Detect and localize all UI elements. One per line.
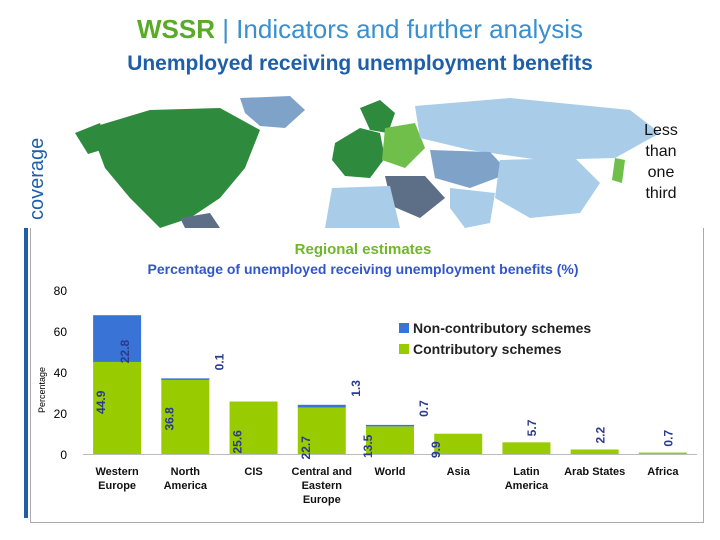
bar-non-contributory xyxy=(297,404,346,408)
data-label-contributory: 2.2 xyxy=(593,426,607,443)
data-label-non-contributory: 22.8 xyxy=(118,340,132,364)
data-label-contributory: 9.9 xyxy=(429,441,443,458)
legend-swatch xyxy=(399,344,409,354)
y-tick-label: 80 xyxy=(54,284,68,298)
map-note-line: one xyxy=(647,164,675,181)
x-axis: Western Europe North America CIS Central and E… xyxy=(96,466,680,506)
data-label-contributory: 0.7 xyxy=(661,430,675,447)
x-tick-label: Africa xyxy=(647,466,679,478)
x-tick-label: Arab States xyxy=(564,466,625,478)
legend-swatch xyxy=(399,323,409,333)
data-label-contributory: 36.8 xyxy=(162,407,176,431)
x-tick-label: World xyxy=(375,466,406,478)
y-tick-label: 20 xyxy=(54,407,68,421)
x-tick-label-line: Europe xyxy=(303,494,341,506)
x-tick-label: Central and Eastern Europe xyxy=(292,466,353,506)
bar-contributory xyxy=(297,407,346,454)
brand-label: WSSR xyxy=(136,14,215,44)
bar-non-contributory xyxy=(161,378,210,380)
bar-contributory xyxy=(570,449,619,454)
bar-contributory xyxy=(434,433,483,454)
map-region-greenland xyxy=(240,96,305,128)
map-region-russia xyxy=(415,98,660,160)
map-note-line: than xyxy=(645,143,677,160)
title-text: Indicators and further analysis xyxy=(236,14,584,44)
x-tick-label-line: Eastern xyxy=(302,480,343,492)
bar-contributory xyxy=(161,378,210,454)
data-label-contributory: 13.5 xyxy=(361,434,375,458)
slide-subtitle: Unemployed receiving unemployment benefi… xyxy=(127,52,593,75)
map-note-line: third xyxy=(645,185,677,202)
x-tick-label-line: Latin xyxy=(513,466,540,478)
x-tick-label: Latin America xyxy=(505,466,549,492)
map-region-china xyxy=(495,158,600,218)
map-region-middle-east xyxy=(385,176,445,218)
chart-title: Regional estimates xyxy=(295,241,432,258)
map-note: Less than one third xyxy=(634,120,688,204)
x-tick-label: Western Europe xyxy=(96,466,139,492)
y-tick-label: 40 xyxy=(54,366,68,380)
map-region-africa xyxy=(325,186,400,228)
bar-non-contributory xyxy=(366,424,414,427)
y-tick-label: 0 xyxy=(60,448,67,462)
x-tick-label: CIS xyxy=(244,466,262,478)
map-region-europe-east xyxy=(382,123,425,168)
x-tick-label-line: North xyxy=(171,466,201,478)
x-tick-label-line: Central and xyxy=(292,466,353,478)
map-region-north-america xyxy=(90,108,260,228)
chart-subtitle: Percentage of unemployed receiving unemp… xyxy=(148,261,579,277)
map-note-line: Less xyxy=(644,122,678,139)
legend-label: Contributory schemes xyxy=(413,341,562,357)
world-map xyxy=(70,88,690,228)
x-tick-label-line: America xyxy=(164,480,208,492)
bar-contributory xyxy=(502,442,551,454)
x-tick-label-line: Asia xyxy=(447,466,471,478)
map-region-central-america xyxy=(180,213,220,228)
map-region-japan xyxy=(612,158,625,183)
x-tick-label-line: Africa xyxy=(647,466,679,478)
data-label-non-contributory: 0.1 xyxy=(212,353,226,370)
map-region-central-asia xyxy=(430,150,510,188)
map-region-europe-west xyxy=(332,128,385,178)
data-label-contributory: 5.7 xyxy=(525,419,539,436)
title-separator: | xyxy=(214,14,237,44)
x-tick-label-line: World xyxy=(375,466,406,478)
x-tick-label-line: Western xyxy=(96,466,139,478)
data-label-contributory: 44.9 xyxy=(94,390,108,414)
bar-contributory xyxy=(366,426,414,454)
y-axis: 0 20 40 60 80 xyxy=(54,284,697,462)
slide-title: WSSR | Indicators and further analysis xyxy=(0,14,720,45)
x-tick-label: North America xyxy=(164,466,208,492)
data-label-contributory: 25.6 xyxy=(231,430,245,454)
left-accent-rule xyxy=(24,228,28,518)
y-axis-label: Percentage xyxy=(37,367,47,413)
map-region-alaska xyxy=(75,123,108,154)
map-region-scandinavia xyxy=(360,100,395,133)
bar-contributory xyxy=(93,361,142,454)
bar-non-contributory xyxy=(93,315,142,362)
map-region-south-asia xyxy=(450,188,495,228)
x-tick-label-line: America xyxy=(505,480,549,492)
chart-legend: Non-contributory schemes Contributory sch… xyxy=(399,320,591,357)
legend-label: Non-contributory schemes xyxy=(413,320,591,336)
x-tick-label-line: CIS xyxy=(244,466,262,478)
chart-panel: Regional estimates Percentage of unemplo… xyxy=(30,228,704,523)
data-label-non-contributory: 0.7 xyxy=(417,400,431,417)
data-label-contributory: 22.7 xyxy=(299,436,313,460)
x-tick-label: Asia xyxy=(447,466,471,478)
y-tick-label: 60 xyxy=(54,325,68,339)
bar-contributory xyxy=(229,401,278,454)
x-tick-label-line: Europe xyxy=(98,480,136,492)
bar-contributory xyxy=(638,452,687,454)
data-label-non-contributory: 1.3 xyxy=(349,380,363,397)
regional-bar-chart: Regional estimates Percentage of unemplo… xyxy=(37,241,697,506)
bar-series: 44.9 22.8 36.8 0.1 25.6 22.7 1.3 13.5 0.7 9.9 5.7 2… xyxy=(93,315,687,459)
side-label: coverage xyxy=(26,137,48,220)
x-tick-label-line: Arab States xyxy=(564,466,625,478)
